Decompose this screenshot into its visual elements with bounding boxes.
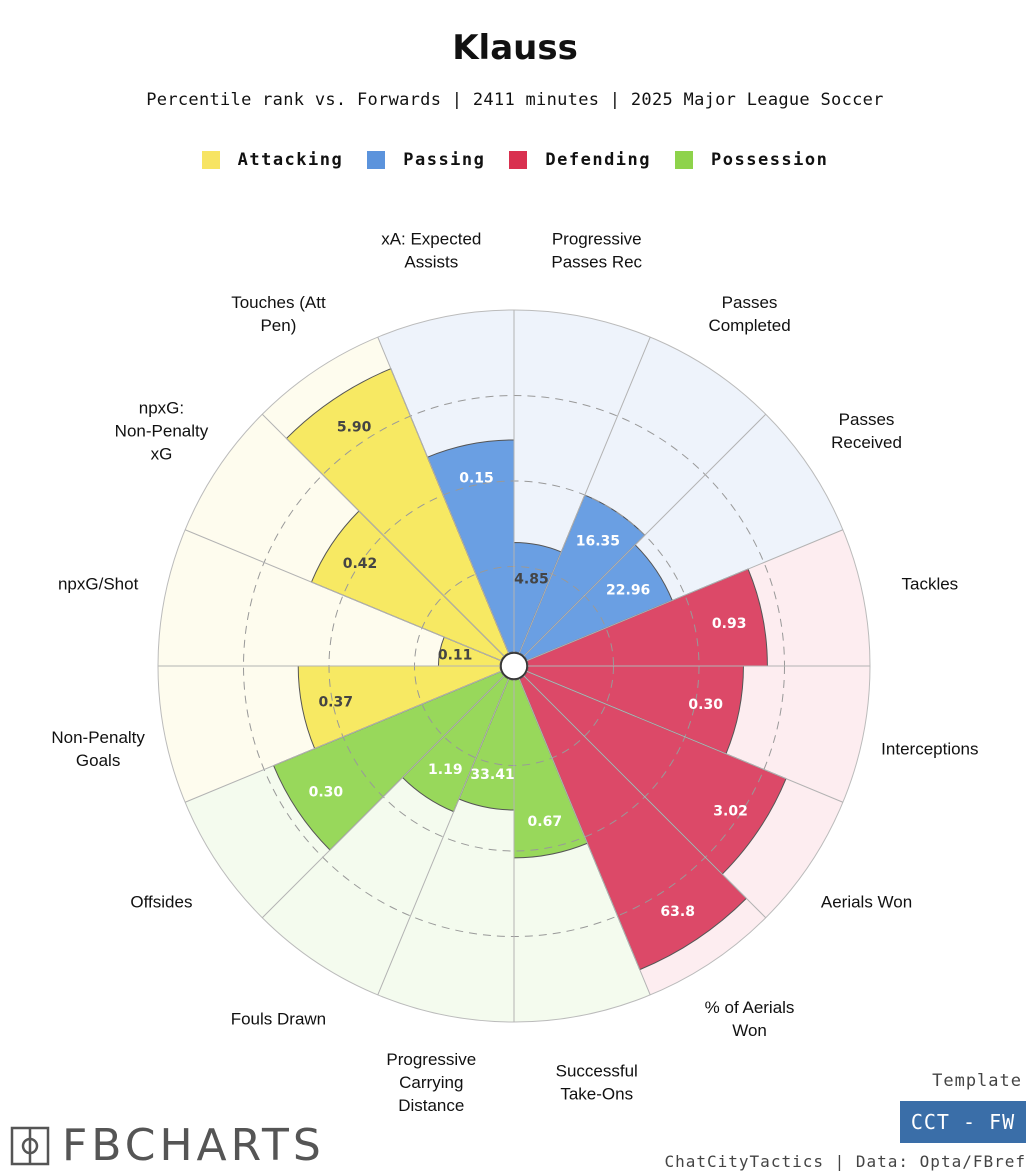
axis-label: Offsides	[130, 893, 192, 912]
value-label-text: 0.11	[438, 647, 473, 663]
brand-name: FBCHARTS	[62, 1120, 325, 1171]
value-label: 3.02	[713, 804, 748, 820]
spoke-line	[184, 670, 502, 803]
value-label-text: 33.41	[470, 767, 514, 783]
legend-swatch-defending	[509, 151, 528, 169]
value-label: 22.96	[606, 583, 650, 599]
value-label: 1.19	[428, 762, 463, 778]
value-label-text: 3.02	[713, 804, 748, 820]
value-label: 0.30	[309, 785, 344, 801]
slice-bar	[518, 675, 748, 971]
value-label: 16.35	[576, 533, 620, 549]
spoke-line	[377, 678, 510, 996]
axis-label: Passes Completed	[708, 293, 790, 335]
slice-background	[158, 529, 502, 666]
legend-label-attacking: Attacking	[237, 150, 344, 170]
spoke-line	[518, 336, 651, 654]
axis-label: npxG/Shot	[58, 574, 139, 593]
spoke-line	[526, 670, 844, 803]
axis-label: Passes Received	[831, 410, 902, 452]
legend-item-passing: Passing	[367, 150, 485, 170]
value-label-text: 0.15	[459, 471, 494, 487]
value-label-text: 0.30	[688, 697, 723, 713]
template-label: Template	[932, 1071, 1022, 1091]
value-label: 0.30	[688, 697, 723, 713]
axis-label: Non-Penalty Goals	[51, 728, 145, 770]
legend-item-defending: Defending	[509, 150, 651, 170]
legend-swatch-passing	[367, 151, 386, 169]
axis-label: Touches (Att Pen)	[231, 293, 326, 335]
legend-item-possession: Possession	[675, 150, 828, 170]
slice-bar	[523, 670, 787, 875]
value-label: 0.93	[712, 616, 747, 632]
value-label-text: 16.35	[576, 533, 620, 549]
spoke-line	[518, 678, 651, 996]
axis-label: Fouls Drawn	[231, 1010, 326, 1029]
axis-label: Successful Take-Ons	[556, 1061, 638, 1103]
value-label-text: 0.93	[712, 616, 747, 632]
value-label-text: 1.19	[428, 762, 463, 778]
value-label: 0.42	[343, 556, 378, 572]
legend-label-possession: Possession	[711, 150, 829, 170]
chart-title: Klauss	[452, 28, 578, 68]
value-label-text: 0.37	[318, 694, 353, 710]
value-label: 0.67	[528, 814, 563, 830]
axis-label: Aerials Won	[821, 893, 912, 912]
center-hub	[500, 652, 528, 680]
value-label-text: 22.96	[606, 583, 650, 599]
chart-subtitle: Percentile rank vs. Forwards | 2411 minu…	[146, 90, 884, 110]
value-label-text: 5.90	[337, 420, 372, 436]
axis-label: Progressive Carrying Distance	[386, 1050, 476, 1115]
value-label-text: 4.85	[514, 571, 549, 587]
legend-swatch-possession	[675, 151, 694, 169]
value-label: 0.37	[318, 694, 353, 710]
value-label-text: 63.8	[660, 904, 695, 920]
legend-swatch-attacking	[201, 151, 220, 169]
value-label: 33.41	[470, 767, 514, 783]
brand-logo: FBCHARTS	[10, 1120, 325, 1171]
legend-item-attacking: Attacking	[201, 150, 344, 170]
axis-label: xA: Expected Assists	[381, 230, 481, 272]
data-credit: ChatCityTactics | Data: Opta/FBref	[664, 1152, 1026, 1171]
value-label: 0.11	[438, 647, 473, 663]
axis-label: % of Aerials Won	[705, 998, 795, 1040]
spoke-line	[526, 529, 844, 662]
legend-label-defending: Defending	[545, 150, 652, 170]
spoke-line	[523, 675, 767, 919]
legend: Attacking Passing Defending Possession	[0, 150, 1030, 170]
axis-label: npxG: Non-Penalty xG	[115, 398, 209, 463]
value-label: 4.85	[514, 571, 549, 587]
spoke-line	[261, 675, 505, 919]
value-label: 0.15	[459, 471, 494, 487]
axis-label: Progressive Passes Rec	[551, 230, 642, 272]
legend-label-passing: Passing	[403, 150, 486, 170]
value-label-text: 0.30	[309, 785, 344, 801]
spoke-line	[184, 529, 502, 662]
spoke-line	[377, 336, 510, 654]
spoke-line	[523, 413, 767, 657]
spoke-line	[261, 413, 505, 657]
value-label-text: 0.67	[528, 814, 563, 830]
template-badge: CCT - FW	[900, 1101, 1026, 1143]
axis-label: Tackles	[902, 574, 959, 593]
value-label: 5.90	[337, 420, 372, 436]
slice-bar	[285, 368, 510, 657]
pitch-icon	[10, 1126, 50, 1165]
value-label: 63.8	[660, 904, 695, 920]
value-label-text: 0.42	[343, 556, 378, 572]
axis-label: Interceptions	[881, 740, 978, 759]
